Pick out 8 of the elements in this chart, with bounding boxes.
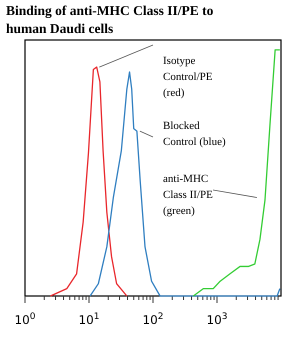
x-tick-label: 10$^{2}$: [142, 312, 164, 327]
annotation: Blocked Control (blue): [163, 120, 226, 148]
x-tick-label: 10$^{0}$: [14, 312, 36, 327]
annotation: anti-MHC Class II/PE (green): [163, 173, 214, 217]
annotation: Isotype Control/PE (red): [163, 55, 213, 99]
x-tick-label: 10$^{1}$: [78, 312, 100, 327]
chart-title: Binding of anti-MHC Class II/PE to human Daudi cells: [6, 3, 214, 36]
x-tick-label: 10$^{3}$: [206, 312, 228, 327]
